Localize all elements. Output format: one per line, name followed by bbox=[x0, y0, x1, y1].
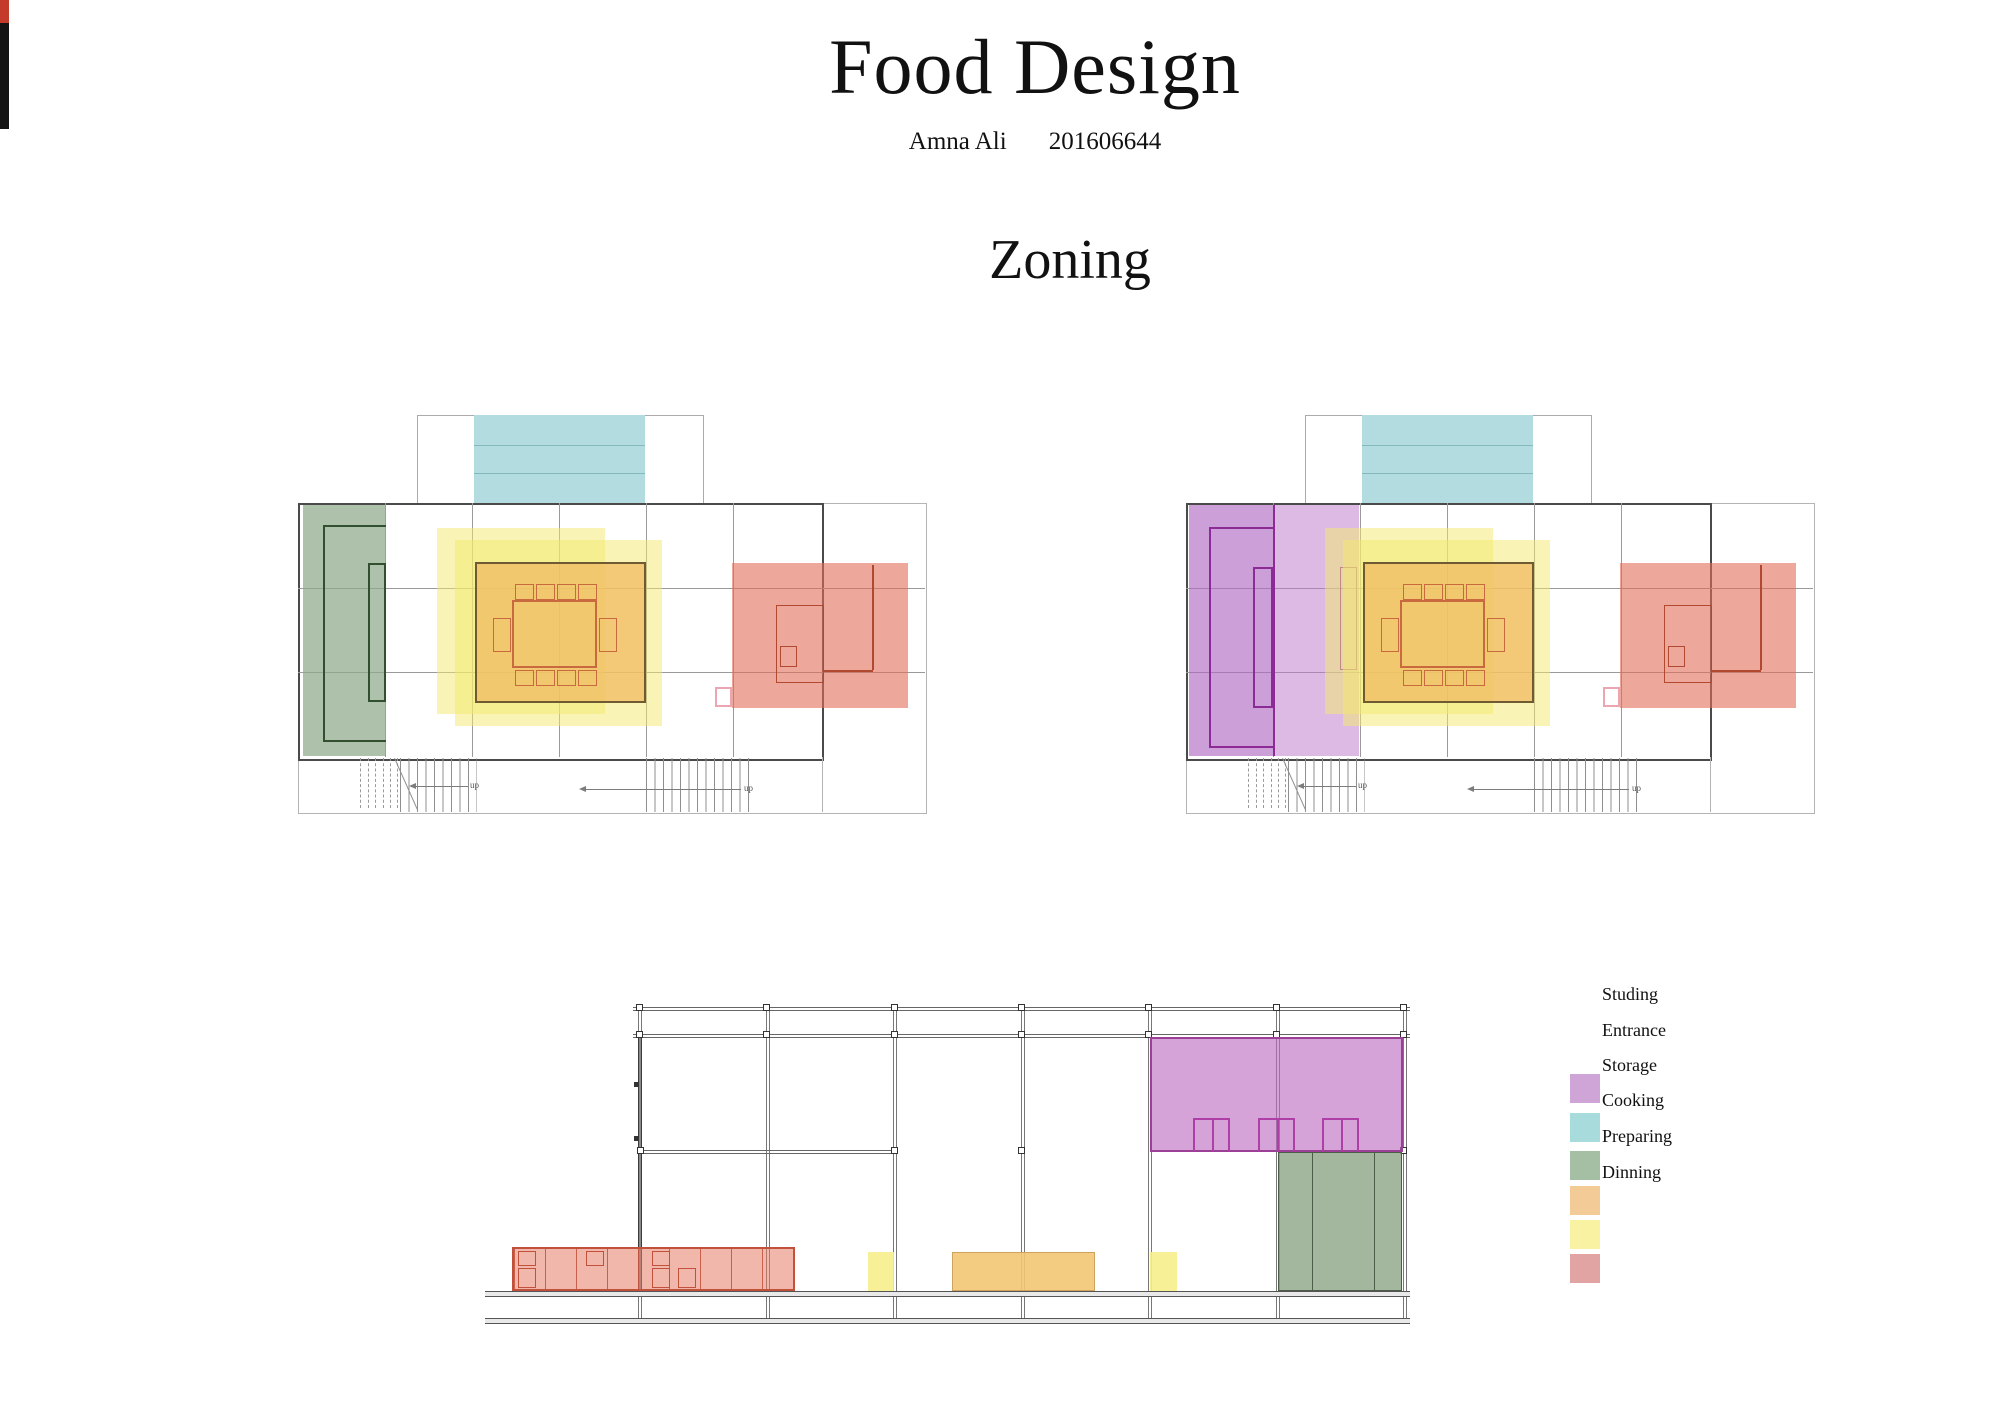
stair-up-label: up bbox=[744, 783, 753, 793]
cabinet-box bbox=[586, 1251, 604, 1266]
red-zone-fixture bbox=[780, 646, 797, 667]
mid-beam bbox=[640, 1150, 894, 1154]
cabinet-box bbox=[652, 1251, 670, 1266]
preparing-zone bbox=[474, 415, 645, 503]
cabinet-box bbox=[652, 1268, 670, 1288]
chair bbox=[1487, 618, 1505, 652]
chair bbox=[1424, 670, 1443, 686]
dinning-counter bbox=[368, 563, 386, 702]
pink-square-marker bbox=[1603, 687, 1620, 707]
chair bbox=[1466, 670, 1485, 686]
legend-label-dinning: Dinning bbox=[1602, 1162, 1662, 1182]
section-title: Zoning bbox=[989, 229, 1151, 291]
mid-marker bbox=[891, 1147, 898, 1154]
cabinet-box bbox=[518, 1251, 536, 1266]
deck-posts bbox=[638, 1297, 1407, 1318]
legend-label-cooking: Cooking bbox=[1602, 1090, 1665, 1110]
pink-square-marker bbox=[715, 687, 732, 707]
chair bbox=[1381, 618, 1399, 652]
section-cabinets bbox=[512, 1247, 795, 1291]
page-edge-red-mark bbox=[0, 0, 9, 23]
section-yellow-block bbox=[868, 1252, 894, 1291]
chair bbox=[578, 584, 597, 600]
cooking-door bbox=[1258, 1118, 1295, 1151]
section-dinning-zone bbox=[1278, 1152, 1402, 1292]
chair bbox=[493, 618, 511, 652]
chair bbox=[515, 670, 534, 686]
purple-swatch bbox=[1570, 1074, 1600, 1103]
chair bbox=[515, 584, 534, 600]
legend-label-studing: Studing bbox=[1602, 984, 1659, 1004]
green-swatch bbox=[1570, 1151, 1600, 1180]
chair bbox=[1424, 584, 1443, 600]
section-orange-block bbox=[952, 1252, 1095, 1291]
parapet-posts bbox=[638, 1011, 1407, 1035]
column-markers-roof bbox=[636, 1004, 1407, 1011]
red-zone bbox=[732, 563, 908, 708]
salmon-swatch bbox=[1570, 1254, 1600, 1283]
stair-up-label: up bbox=[1632, 783, 1641, 793]
legend-label-entrance: Entrance bbox=[1602, 1020, 1666, 1040]
red-zone bbox=[1620, 563, 1796, 708]
orange-swatch bbox=[1570, 1186, 1600, 1215]
chair bbox=[536, 670, 555, 686]
chair bbox=[557, 670, 576, 686]
column-markers-upper bbox=[636, 1031, 1407, 1038]
column-nub bbox=[634, 1136, 639, 1141]
cabinet-box bbox=[678, 1268, 696, 1288]
legend-label-storage: Storage bbox=[1602, 1055, 1657, 1075]
cooking-zone-overlap bbox=[1189, 505, 1273, 756]
yellow-swatch bbox=[1570, 1220, 1600, 1249]
orange-zone bbox=[475, 562, 646, 703]
cooking-door bbox=[1193, 1118, 1230, 1151]
page-edge-black-mark bbox=[0, 23, 9, 129]
mid-marker bbox=[637, 1147, 644, 1154]
chair bbox=[536, 584, 555, 600]
preparing-zone bbox=[1362, 415, 1533, 503]
chair bbox=[578, 670, 597, 686]
cooking-counter bbox=[1253, 567, 1273, 708]
stair-up-label: up bbox=[470, 780, 479, 790]
red-zone-fixture bbox=[776, 605, 824, 683]
mid-marker bbox=[1018, 1147, 1025, 1154]
cooking-door bbox=[1322, 1118, 1359, 1151]
section-yellow-block bbox=[1150, 1252, 1177, 1291]
author-name: Amna Ali bbox=[908, 128, 1007, 155]
red-zone-fixture bbox=[1664, 605, 1712, 683]
page-title: Food Design bbox=[829, 23, 1241, 110]
stair-up-label: up bbox=[1358, 780, 1367, 790]
byline: Amna Ali 201606644 bbox=[565, 128, 1505, 156]
chair bbox=[1403, 670, 1422, 686]
legend-label-preparing: Preparing bbox=[1602, 1126, 1672, 1146]
dining-table bbox=[1400, 600, 1485, 668]
ground-slab bbox=[485, 1318, 1410, 1324]
cabinet-box bbox=[518, 1268, 536, 1288]
chair bbox=[1403, 584, 1422, 600]
deck-slab bbox=[485, 1291, 1410, 1297]
column-nub bbox=[634, 1082, 639, 1087]
orange-zone bbox=[1363, 562, 1534, 703]
chair bbox=[557, 584, 576, 600]
chair bbox=[599, 618, 617, 652]
dinning-zone bbox=[303, 505, 386, 756]
chair bbox=[1445, 670, 1464, 686]
student-id: 201606644 bbox=[1048, 128, 1162, 155]
chair bbox=[1466, 584, 1485, 600]
teal-swatch bbox=[1570, 1113, 1600, 1142]
dining-table bbox=[512, 600, 597, 668]
chair bbox=[1445, 584, 1464, 600]
red-zone-fixture bbox=[1668, 646, 1685, 667]
